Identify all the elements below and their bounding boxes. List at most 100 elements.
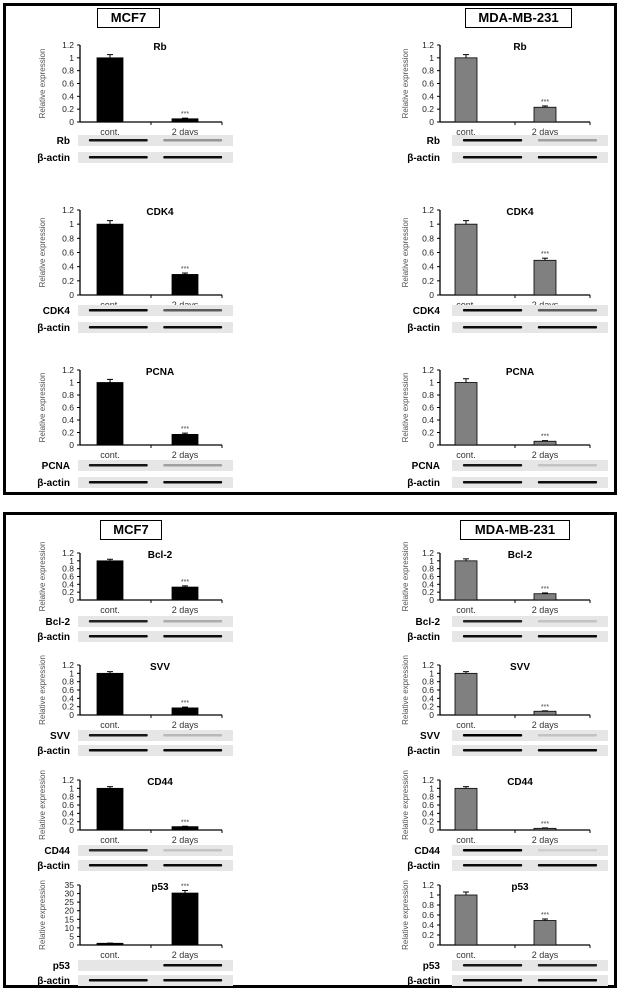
y-tick-label: 0 [429, 595, 434, 605]
y-tick-label: 1.2 [422, 365, 434, 375]
y-tick-label: 25 [65, 897, 75, 907]
bar-cont [454, 57, 478, 123]
y-tick-label: 1.2 [422, 548, 434, 558]
bar-cont [96, 382, 124, 446]
blot-band [537, 979, 598, 982]
chart-title: Rb [153, 42, 166, 53]
significance-label: *** [181, 819, 189, 826]
y-axis-label: Relative expression [401, 373, 410, 443]
chart-title: CDK4 [146, 207, 174, 218]
blot-strip [452, 460, 608, 471]
x-category-label: cont. [456, 127, 476, 137]
y-axis-label: Relative expression [401, 49, 410, 119]
blot-strip [452, 745, 608, 756]
blot-strip [452, 975, 608, 986]
loading-control-label: β-actin [37, 323, 70, 334]
y-tick-label: 1 [69, 53, 74, 63]
y-tick-label: 15 [65, 914, 75, 924]
blot-band [163, 749, 223, 752]
blot-strip [78, 135, 233, 146]
y-tick-label: 0 [429, 710, 434, 720]
significance-label: *** [541, 99, 549, 106]
chart-title: Bcl-2 [508, 550, 533, 561]
blot-band [88, 326, 148, 329]
blot-band [537, 635, 598, 638]
blot-band [537, 326, 598, 329]
y-axis-label: Relative expression [401, 880, 410, 950]
x-category-label: 2 days [532, 835, 559, 845]
header-mcf7-bottom: MCF7 [100, 520, 162, 540]
y-tick-label: 1.2 [422, 40, 434, 50]
y-tick-label: 1.2 [62, 205, 74, 215]
blot-band [462, 156, 523, 159]
blot-label: Rb [57, 136, 70, 147]
chart-title: p53 [151, 882, 169, 893]
x-category-label: 2 days [532, 450, 559, 460]
y-tick-label: 0.4 [62, 91, 74, 101]
blot-strip [78, 305, 233, 316]
x-category-label: cont. [100, 720, 120, 730]
x-category-label: 2 days [172, 605, 199, 615]
blot-label: CD44 [44, 846, 70, 857]
chart-title: SVV [510, 662, 530, 673]
significance-label: *** [181, 579, 189, 586]
significance-label: *** [181, 111, 189, 118]
significance-label: *** [541, 821, 549, 828]
blot-band [462, 139, 523, 142]
x-category-label: cont. [100, 835, 120, 845]
chart-title: PCNA [506, 367, 534, 378]
y-tick-label: 1 [429, 890, 434, 900]
bar-cont [454, 787, 478, 831]
y-tick-label: 0.8 [422, 792, 434, 802]
header-mcf7-top: MCF7 [97, 8, 160, 28]
blot-strip [78, 152, 233, 163]
x-category-label: 2 days [172, 127, 199, 137]
blot-label: PCNA [42, 461, 70, 472]
y-tick-label: 1 [69, 668, 74, 678]
blot-label: Bcl-2 [416, 617, 441, 628]
blot-strip [452, 305, 608, 316]
blot-band [537, 734, 598, 737]
y-axis-label: Relative expression [38, 880, 47, 950]
y-tick-label: 0.4 [422, 693, 434, 703]
chart-title: CD44 [507, 777, 533, 788]
y-tick-label: 30 [65, 889, 75, 899]
y-tick-label: 1 [429, 668, 434, 678]
blot-band [163, 964, 223, 967]
y-axis-label: Relative expression [38, 373, 47, 443]
y-tick-label: 1 [69, 378, 74, 388]
y-tick-label: 1.2 [422, 660, 434, 670]
blot-strip [452, 322, 608, 333]
blot-label: p53 [423, 961, 441, 972]
y-tick-label: 0.4 [422, 91, 434, 101]
bar-2days [533, 827, 557, 831]
y-tick-label: 0 [429, 825, 434, 835]
loading-control-label: β-actin [407, 153, 440, 164]
y-tick-label: 1.2 [62, 40, 74, 50]
y-tick-label: 1 [429, 53, 434, 63]
y-tick-label: 1 [429, 783, 434, 793]
blot-band [462, 849, 523, 852]
blot-band [537, 620, 598, 623]
y-tick-label: 0.4 [62, 579, 74, 589]
x-category-label: 2 days [172, 950, 199, 960]
significance-label: *** [181, 700, 189, 707]
y-tick-label: 0.6 [422, 800, 434, 810]
y-tick-label: 0 [69, 440, 74, 450]
x-category-label: cont. [456, 835, 476, 845]
y-tick-label: 0.2 [422, 817, 434, 827]
blot-band [163, 635, 223, 638]
bar-2days [171, 707, 199, 716]
blot-label: CDK4 [413, 306, 441, 317]
y-tick-label: 0.6 [422, 248, 434, 258]
y-tick-label: 0 [69, 825, 74, 835]
y-tick-label: 0.6 [422, 910, 434, 920]
x-category-label: 2 days [532, 605, 559, 615]
bar-2days [171, 433, 199, 446]
y-tick-label: 1 [69, 783, 74, 793]
significance-label: *** [541, 434, 549, 441]
blot-band [88, 464, 148, 467]
blot-band [537, 749, 598, 752]
